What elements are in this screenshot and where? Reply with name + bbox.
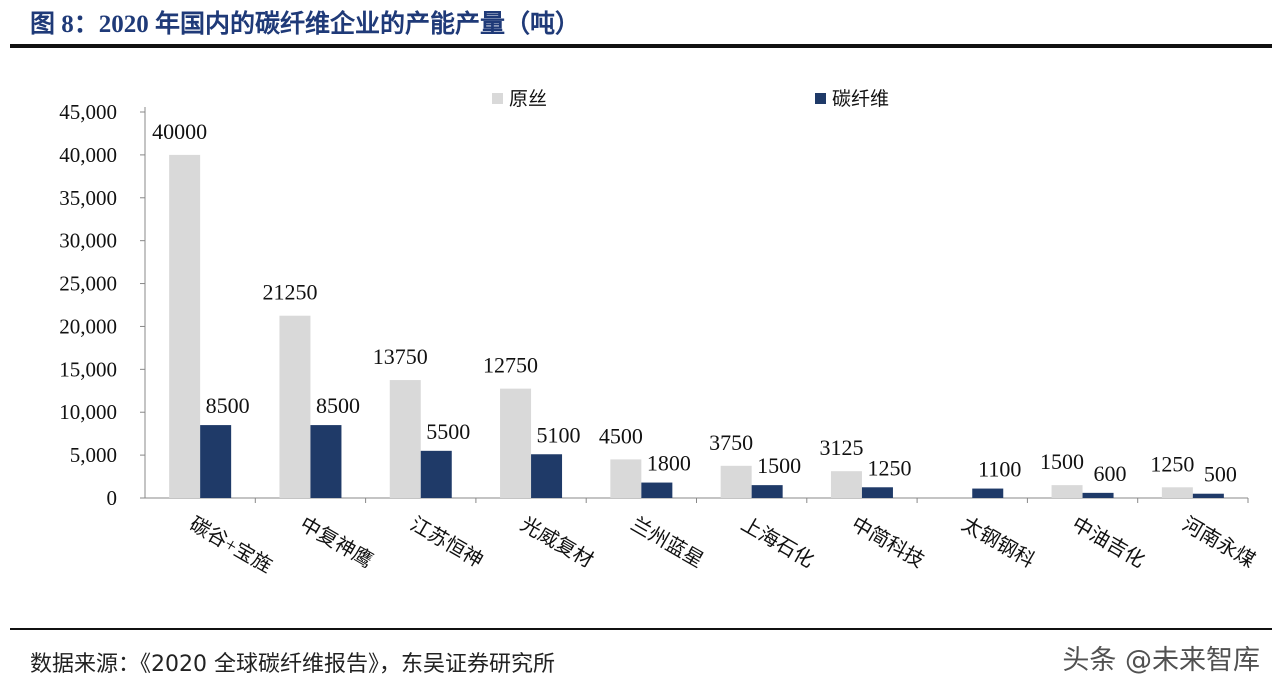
bar-carbon-fiber xyxy=(861,487,893,498)
bar-precursor xyxy=(720,465,752,498)
data-label: 1500 xyxy=(1040,449,1084,474)
bar-carbon-fiber xyxy=(531,454,563,498)
legend-label: 碳纤维 xyxy=(832,88,889,110)
bar-precursor xyxy=(1051,485,1083,498)
x-tick-label: 太钢钢科 xyxy=(958,512,1039,572)
data-label: 8500 xyxy=(206,393,250,418)
data-label: 3750 xyxy=(709,430,753,455)
x-tick-label: 河南永煤 xyxy=(1178,512,1259,572)
data-label: 5500 xyxy=(426,419,470,444)
data-label: 3125 xyxy=(819,435,863,460)
bar-precursor xyxy=(830,471,862,498)
data-label: 1500 xyxy=(757,453,801,478)
data-label: 40000 xyxy=(152,119,207,144)
x-tick-label: 中简科技 xyxy=(847,512,928,572)
source-note: 数据来源：《2020 全球碳纤维报告》，东吴证券研究所 xyxy=(30,652,555,677)
bar-carbon-fiber xyxy=(751,485,783,498)
bar-carbon-fiber xyxy=(310,425,342,498)
bar-carbon-fiber xyxy=(1082,492,1114,498)
x-tick-label: 中油吉化 xyxy=(1068,512,1149,572)
data-label: 600 xyxy=(1094,461,1127,486)
bar-carbon-fiber xyxy=(200,425,232,498)
data-label: 13750 xyxy=(373,344,428,369)
y-tick-label: 5,000 xyxy=(70,443,117,467)
bar-precursor xyxy=(500,388,532,498)
x-tick-label: 中复神鹰 xyxy=(296,512,377,572)
x-tick-label: 兰州蓝星 xyxy=(627,512,708,572)
y-tick-label: 40,000 xyxy=(59,143,117,167)
title-divider xyxy=(10,44,1272,48)
y-tick-label: 10,000 xyxy=(59,400,117,424)
data-label: 21250 xyxy=(262,280,317,305)
data-label: 5100 xyxy=(537,422,581,447)
data-label: 1250 xyxy=(1150,451,1194,476)
bar-precursor xyxy=(610,459,642,498)
y-tick-label: 0 xyxy=(107,486,118,510)
bar-carbon-fiber xyxy=(420,450,452,498)
y-tick-label: 35,000 xyxy=(59,186,117,210)
legend-label: 原丝 xyxy=(509,88,547,110)
y-tick-label: 45,000 xyxy=(59,100,117,124)
y-tick-label: 25,000 xyxy=(59,272,117,296)
watermark: 头条 @未来智库 xyxy=(1062,645,1260,676)
x-tick-label: 碳谷+宝旌 xyxy=(186,512,277,578)
figure-title: 图 8：2020 年国内的碳纤维企业的产能产量（吨） xyxy=(30,11,581,38)
legend-swatch xyxy=(815,93,826,104)
legend-swatch xyxy=(492,93,503,104)
y-tick-label: 30,000 xyxy=(59,229,117,253)
bar-precursor xyxy=(389,380,421,498)
y-tick-label: 15,000 xyxy=(59,357,117,381)
data-label: 1100 xyxy=(978,457,1021,482)
bar-carbon-fiber xyxy=(641,482,673,498)
data-label: 1800 xyxy=(647,451,691,476)
data-label: 1250 xyxy=(867,455,911,480)
data-label: 12750 xyxy=(483,353,538,378)
data-label: 4500 xyxy=(599,423,643,448)
bar-precursor xyxy=(279,315,311,498)
data-label: 8500 xyxy=(316,393,360,418)
data-label: 500 xyxy=(1204,462,1237,487)
y-tick-label: 20,000 xyxy=(59,314,117,338)
x-tick-label: 上海石化 xyxy=(737,512,818,572)
bar-precursor xyxy=(169,154,201,498)
footer-divider xyxy=(10,628,1272,630)
bar-precursor xyxy=(1161,487,1193,498)
bar-carbon-fiber xyxy=(972,488,1004,498)
x-tick-label: 光威复材 xyxy=(517,512,598,572)
x-tick-label: 江苏恒神 xyxy=(406,512,487,572)
bar-carbon-fiber xyxy=(1192,493,1224,498)
